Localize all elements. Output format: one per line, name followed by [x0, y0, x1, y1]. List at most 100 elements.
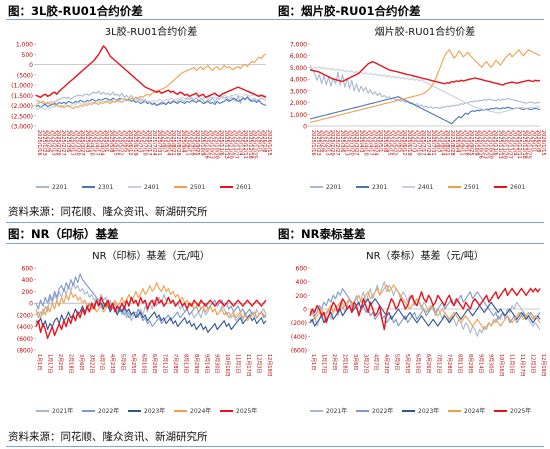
- x-tick-label: 2025/5/8: [382, 130, 388, 152]
- x-tick-label: 4月7日: [99, 354, 105, 370]
- y-tick-label: (1,000): [11, 83, 33, 90]
- x-tick-label: 2025/6/19: [406, 130, 412, 156]
- x-tick-label: 2025/8/7: [161, 130, 167, 152]
- x-tick-label: 11月1日: [509, 354, 515, 374]
- x-tick-label: 2025/11/13: [223, 130, 229, 159]
- x-tick-label: 2025/1/23: [41, 130, 47, 156]
- x-tick-label: 2025/7/10: [141, 130, 147, 156]
- x-tick-label: 2025/9/25: [468, 130, 474, 156]
- y-tick-label: 200: [22, 289, 34, 296]
- x-tick-label: 6月10日: [141, 354, 147, 374]
- x-tick-label: 2025/6/12: [401, 130, 407, 156]
- x-tick-label: 2025/8/7: [435, 130, 441, 152]
- x-tick-label: 2025/10/30: [213, 130, 219, 159]
- x-tick-label: 11月17日: [519, 354, 525, 377]
- x-tick-label: 2025/6/5: [122, 130, 128, 152]
- x-tick-label: 2025/11/27: [232, 130, 238, 159]
- y-tick-label: (3,000): [11, 124, 33, 131]
- y-tick-label: (400): [291, 334, 307, 341]
- x-tick-label: 1月1日: [310, 354, 316, 370]
- x-tick-label: 2025/12/18: [521, 130, 527, 159]
- chart-nr-thai-basis: NR（泰标）基差（元/吨） (600) (400) (200) 0 200 400 600 1月…: [291, 249, 546, 415]
- x-tick-label: 2025/10/23: [209, 130, 215, 159]
- x-tick-label: 2025/6/5: [396, 130, 402, 152]
- y-tick-label: 0: [303, 307, 307, 314]
- x-tick-label: 5月25日: [404, 354, 410, 374]
- x-tick-label: 2025/8/28: [175, 130, 181, 156]
- chart-title: NR（泰标）基差（元/吨）: [366, 249, 484, 262]
- x-tick-label: 6月26日: [151, 354, 157, 374]
- x-tick-label: 2025/8/21: [170, 130, 176, 156]
- x-tick-label: 2025/2/27: [334, 130, 340, 156]
- x-tick-label: 2025/6/12: [127, 130, 133, 156]
- x-tick-label: 3月6日: [352, 354, 358, 370]
- x-tick-label: 1月1日: [36, 354, 42, 370]
- x-tick-label: 2025/7/24: [425, 130, 431, 156]
- x-tick-label: 12月19日: [266, 354, 272, 377]
- x-tick-label: 2025/8/28: [449, 130, 455, 156]
- x-tick-label: 4月23日: [383, 354, 389, 374]
- x-tick-label: 4月23日: [109, 354, 115, 374]
- y-tick-label: 6,000: [290, 53, 307, 60]
- x-tick-label: 2026/1/15: [540, 130, 546, 156]
- x-tick-label: 2025/5/22: [391, 130, 397, 156]
- x-tick-label: 2025/2/6: [46, 130, 52, 152]
- section-rule-top: [6, 19, 544, 20]
- section-rule-lower: [6, 243, 544, 244]
- legend-label: 2201: [52, 184, 67, 191]
- series-line-2025年: [35, 296, 267, 340]
- legend-label: 2501: [464, 184, 479, 191]
- legend-label: 2024年: [464, 407, 485, 415]
- legend-label: 2301: [372, 184, 387, 191]
- y-tick-label: 5,000: [290, 65, 307, 72]
- x-tick-label: 2025/7/10: [415, 130, 421, 156]
- x-tick-label: 6月26日: [425, 354, 431, 374]
- series-line-2025年: [309, 287, 541, 331]
- y-tick-label: 500: [22, 52, 34, 59]
- x-tick-label: 2025/3/27: [79, 130, 85, 156]
- x-tick-label: 2025/4/24: [98, 130, 104, 156]
- x-tick-label: 2025/2/20: [55, 130, 61, 156]
- x-tick-label: 2026/1/1: [530, 130, 536, 152]
- x-tick-label: 5月9日: [394, 354, 400, 370]
- x-tick-label: 8月13日: [182, 354, 188, 374]
- x-tick-label: 2025/12/11: [516, 130, 522, 159]
- x-tick-label: 2025/9/18: [463, 130, 469, 156]
- x-tick-label: 2025/9/25: [194, 130, 200, 156]
- series-line-2024年: [309, 284, 541, 331]
- y-tick-label: 400: [22, 277, 34, 284]
- x-tick-label: 2025/1/16: [36, 130, 42, 156]
- x-tick-label: 2026/1/8: [535, 130, 541, 152]
- x-tick-label: 2025/4/24: [372, 130, 378, 156]
- x-tick-label: 2025/2/13: [324, 130, 330, 156]
- x-tick-label: 2025/12/4: [237, 130, 243, 156]
- x-tick-label: 2025/9/4: [180, 130, 186, 152]
- chart-title: 烟片胶-RU01合约价差: [375, 25, 476, 38]
- x-tick-label: 2025/12/11: [242, 130, 248, 159]
- y-tick-label: 1,000: [16, 42, 33, 49]
- y-tick-label: 1,000: [290, 112, 307, 119]
- legend-label: 2401: [418, 184, 433, 191]
- x-tick-label: 2025/6/19: [132, 130, 138, 156]
- x-tick-label: 2026/1/15: [266, 130, 272, 156]
- x-tick-label: 2025/9/4: [454, 130, 460, 152]
- series-line-2022年: [35, 273, 267, 328]
- x-tick-label: 2025/4/17: [368, 130, 374, 156]
- y-tick-label: 3,000: [290, 88, 307, 95]
- x-tick-label: 9月14日: [477, 354, 483, 374]
- x-tick-label: 3月6日: [78, 354, 84, 370]
- x-tick-label: 2025/2/13: [50, 130, 56, 156]
- x-tick-label: 5月25日: [130, 354, 136, 374]
- legend-label: 2025年: [236, 407, 257, 415]
- x-tick-label: 10月16日: [498, 354, 504, 377]
- chart-title: NR（印标）基差（元/吨）: [92, 249, 210, 262]
- x-tick-label: 2025/4/3: [84, 130, 90, 152]
- chart-nr-indonesia-basis: NR（印标）基差（元/吨） (800) (600) (400) (200) 0 200 400…: [17, 249, 272, 415]
- x-tick-label: 2025/9/11: [185, 130, 191, 156]
- x-tick-label: 2025/7/24: [151, 130, 157, 156]
- x-tick-label: 2025/12/18: [247, 130, 253, 159]
- x-tick-label: 2025/1/16: [310, 130, 316, 156]
- x-tick-label: 2025/4/17: [94, 130, 100, 156]
- y-tick-label: 400: [296, 279, 308, 286]
- y-tick-label: 4,000: [290, 77, 307, 84]
